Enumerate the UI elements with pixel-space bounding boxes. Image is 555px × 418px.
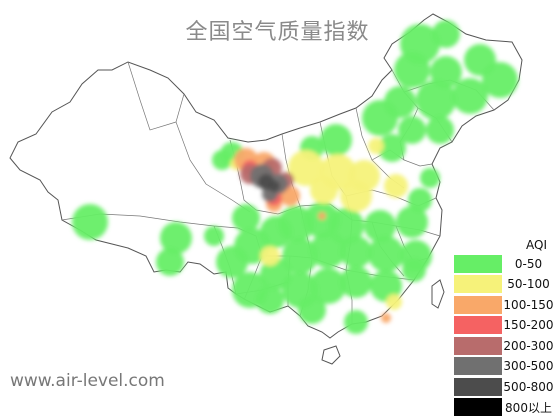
legend-label: 150-200 [503,318,554,333]
legend-label: 0-50 [514,256,543,271]
legend-label: 500-800 [503,379,554,394]
legend-item: 150-200 [454,316,555,336]
legend-item: 50-100 [454,275,555,295]
legend-swatch [454,316,502,335]
aqi-heat-layer [72,20,518,334]
legend-label: 800以上 [505,400,552,415]
aqi-zone-good [72,20,518,334]
legend-item: 200-300 [454,336,555,356]
legend-swatch [454,357,502,376]
legend-item: 0-50 [454,254,555,274]
legend-swatch [454,377,502,396]
legend-swatch [454,398,502,417]
page-title: 全国空气质量指数 [185,20,370,45]
legend-swatch [454,254,502,273]
legend-label: 200-300 [503,338,554,353]
legend-item: 300-500 [454,357,555,377]
legend-label: 50-100 [507,277,550,292]
legend-item: 800以上 [454,398,555,418]
legend-swatch [454,275,502,294]
legend-item: 100-150 [454,295,555,315]
legend-swatch [454,336,502,355]
aqi-legend: AQI 0-50 50-100 100-150 150-200 200-300 … [454,236,555,418]
legend-swatch [454,295,502,314]
legend-label: 300-500 [503,359,554,374]
aqi-zone-sensitive [234,148,391,323]
legend-header: AQI [526,238,547,252]
legend-item: 500-800 [454,377,555,397]
taiwan-outline [431,279,445,309]
legend-label: 100-150 [503,297,554,312]
aqi-zone-severe [258,174,280,192]
hainan-outline [321,345,341,365]
aqi-map [9,13,523,365]
site-watermark: www.air-level.com [10,371,165,391]
